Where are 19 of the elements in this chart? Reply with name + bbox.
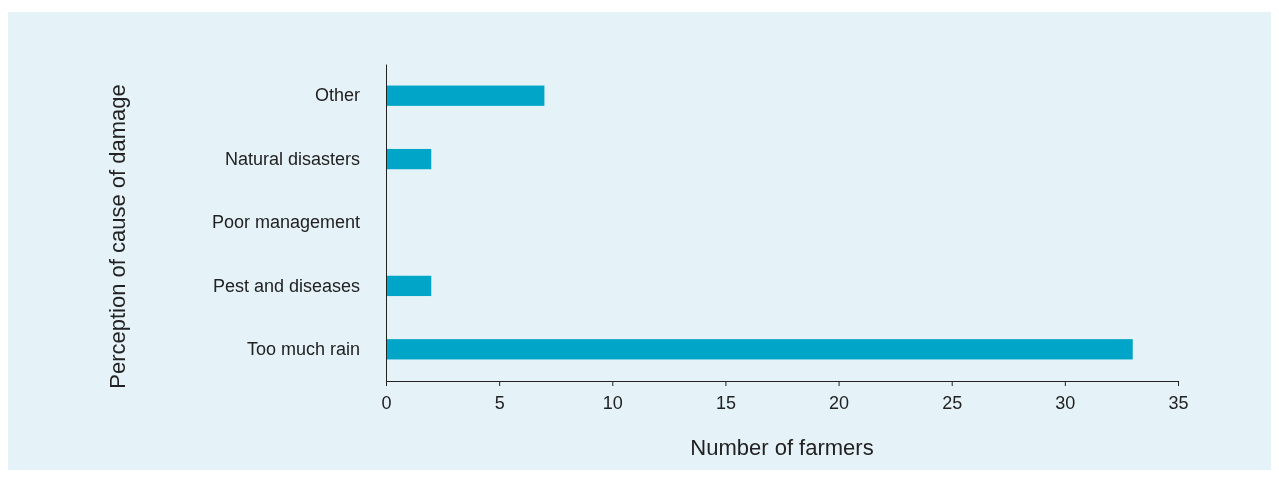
x-tick-label: 35 — [1168, 392, 1189, 413]
y-tick-label: Poor management — [211, 212, 360, 233]
x-tick-label: 20 — [829, 392, 850, 413]
y-tick-label: Other — [314, 85, 360, 106]
x-tick-label: 30 — [1055, 392, 1076, 413]
x-tick-label: 5 — [494, 392, 505, 413]
y-tick-label: Pest and diseases — [212, 275, 360, 296]
y-tick-label: Too much rain — [246, 339, 360, 360]
bar — [386, 85, 545, 106]
y-tick-label: Natural disasters — [224, 148, 360, 169]
bar — [386, 339, 1133, 360]
x-tick-label: 25 — [942, 392, 963, 413]
bar — [386, 148, 432, 170]
x-tick-label: 15 — [715, 392, 736, 413]
y-axis-title: Perception of cause of damage — [105, 84, 130, 389]
x-tick-label: 10 — [602, 392, 623, 413]
x-tick-label: 0 — [381, 392, 392, 413]
x-axis-title: Number of farmers — [690, 435, 874, 460]
bar — [386, 275, 432, 297]
